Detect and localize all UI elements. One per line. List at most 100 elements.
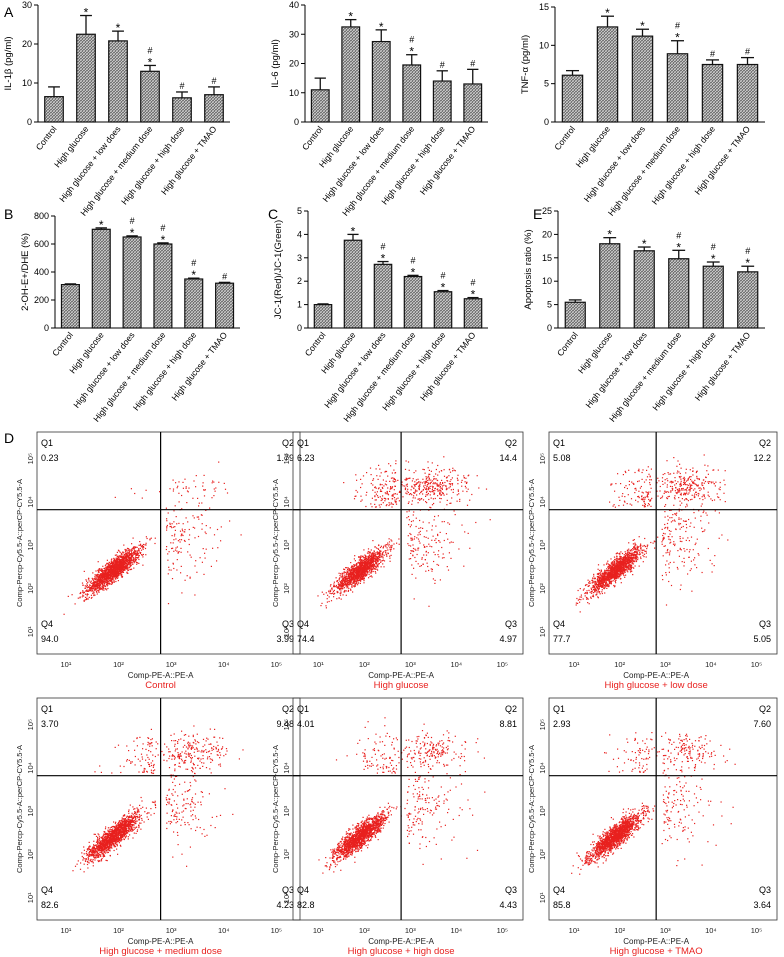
x-tick-label: 10³ xyxy=(166,926,177,935)
significance-mark: * xyxy=(411,265,416,279)
category-label: High glucose xyxy=(574,124,613,169)
significance-mark: * xyxy=(711,252,716,266)
x-tick-label: 10² xyxy=(614,660,625,669)
flow-plot: Q1 5.08 Q2 12.2 Q4 77.7 Q3 5.05 10¹ 10² 10³ 10⁴ 10⁵ 1… xyxy=(527,431,778,691)
scatter-dots xyxy=(63,461,242,615)
significance-mark: * xyxy=(640,19,645,33)
significance-mark: # xyxy=(675,21,680,31)
panel-label: B xyxy=(4,206,13,222)
y-tick-label: 0 xyxy=(547,323,552,333)
quadrant-q3-value: 5.05 xyxy=(753,634,771,644)
x-axis-label: Comp-PE-A::PE-A xyxy=(128,937,194,946)
y-tick-label: 0 xyxy=(27,117,32,127)
significance-mark: * xyxy=(99,218,104,232)
y-tick-label: 10⁵ xyxy=(538,719,547,730)
y-tick-label: 5 xyxy=(297,206,302,216)
plot-caption: High glucose + low dose xyxy=(605,680,708,691)
significance-mark: # xyxy=(191,258,196,268)
y-tick-label: 15 xyxy=(539,2,549,12)
category-label: Control xyxy=(34,124,59,152)
y-tick-label: 10⁵ xyxy=(26,719,35,730)
y-tick-label: 10² xyxy=(282,849,291,860)
x-tick-label: 10⁴ xyxy=(451,660,463,669)
quadrant-q2-value: 9.48 xyxy=(276,719,294,729)
bar xyxy=(341,26,361,123)
quadrant-name: Q3 xyxy=(505,885,517,895)
plot-frame xyxy=(36,431,301,655)
significance-mark: # xyxy=(470,278,475,288)
y-axis-label: Comp-Percp-Cy5.5-A::perCP-CY5.5-A xyxy=(15,745,24,873)
category-label: High glucose + TMAO xyxy=(159,124,219,197)
quadrant-name: Q4 xyxy=(41,885,53,895)
quadrant-name: Q3 xyxy=(282,619,294,629)
x-axis-label: Comp-PE-A::PE-A xyxy=(368,937,434,946)
category-label: High glucose + high dose xyxy=(650,330,718,413)
y-tick-label: 0 xyxy=(294,117,299,127)
quadrant-q4-value: 85.8 xyxy=(553,900,571,910)
category-label: High glucose + low does xyxy=(71,330,136,410)
significance-mark: * xyxy=(116,21,121,35)
significance-mark: # xyxy=(160,223,165,233)
quadrant-q4-value: 82.6 xyxy=(41,900,59,910)
significance-mark: # xyxy=(380,242,385,252)
x-tick-label: 10² xyxy=(359,926,370,935)
quadrant-name: Q4 xyxy=(553,619,565,629)
y-axis-label: Comp-Percp-Cy5.5-A::perCP-CY5.5-A xyxy=(271,479,280,607)
y-tick-label: 10⁴ xyxy=(26,762,35,774)
x-tick-label: 10³ xyxy=(166,660,177,669)
bar xyxy=(215,282,235,329)
y-tick-label: 10¹ xyxy=(282,892,291,903)
bar xyxy=(564,301,586,329)
bar xyxy=(701,63,724,123)
y-tick-label: 10⁵ xyxy=(282,719,291,730)
bar xyxy=(402,64,422,123)
y-tick-label: 200 xyxy=(34,295,49,305)
y-axis-label: Comp-Percp-Cy5.5-A::perCP-CY5.5-A xyxy=(15,479,24,607)
x-tick-label: 10⁵ xyxy=(271,660,282,669)
bar xyxy=(60,284,80,329)
significance-mark: * xyxy=(642,237,647,251)
y-tick-label: 4 xyxy=(297,229,302,239)
category-label: High glucose + low does xyxy=(583,330,648,410)
significance-mark: * xyxy=(348,10,353,24)
plot-caption: High glucose + TMAO xyxy=(610,946,703,957)
plot-frame xyxy=(292,431,524,655)
y-tick-label: 20 xyxy=(542,229,552,239)
category-label: High glucose + TMAO xyxy=(418,124,478,197)
significance-mark: * xyxy=(675,31,680,45)
category-label: Control xyxy=(555,330,580,358)
quadrant-name: Q1 xyxy=(297,438,309,448)
bar xyxy=(666,53,689,123)
quadrant-q3-value: 3.99 xyxy=(276,634,294,644)
y-tick-label: 10⁴ xyxy=(282,762,291,774)
y-tick-label: 0 xyxy=(544,117,549,127)
quadrant-q1-value: 6.23 xyxy=(297,453,315,463)
y-tick-label: 10¹ xyxy=(538,892,547,903)
x-tick-label: 10³ xyxy=(405,660,416,669)
quadrant-name: Q2 xyxy=(759,438,771,448)
x-tick-label: 10⁵ xyxy=(497,660,508,669)
y-tick-label: 10³ xyxy=(282,805,291,816)
significance-mark: * xyxy=(441,281,446,295)
quadrant-q4-value: 74.4 xyxy=(297,634,315,644)
quadrant-name: Q3 xyxy=(505,619,517,629)
y-tick-label: 600 xyxy=(34,239,49,249)
significance-mark: # xyxy=(710,49,715,59)
quadrant-q1-value: 4.01 xyxy=(297,719,315,729)
significance-mark: * xyxy=(351,224,356,238)
bar xyxy=(561,74,584,123)
y-axis-label: 2-OH-E+/DHE (%) xyxy=(20,233,31,311)
plot-caption: High glucose xyxy=(374,680,429,691)
y-tick-label: 10¹ xyxy=(538,626,547,637)
bar xyxy=(596,26,619,123)
significance-mark: # xyxy=(745,246,750,256)
panel-label: C xyxy=(268,206,278,222)
category-label: High glucose + low does xyxy=(57,124,122,204)
x-tick-label: 10⁴ xyxy=(218,926,230,935)
y-tick-label: 10⁴ xyxy=(282,496,291,508)
significance-mark: # xyxy=(147,45,152,55)
significance-mark: # xyxy=(410,255,415,265)
